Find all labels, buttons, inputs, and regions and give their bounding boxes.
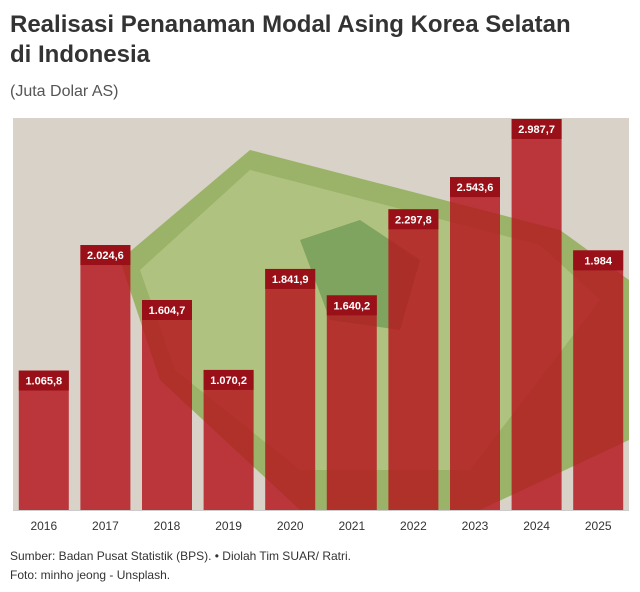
value-label-bg — [142, 299, 192, 320]
value-label: 1.640,2 — [333, 300, 370, 312]
chart-title: Realisasi Penanaman Modal Asing Korea Se… — [10, 11, 571, 68]
x-tick-label: 2021 — [338, 519, 365, 533]
value-label-bg — [203, 369, 254, 390]
value-label-bg — [18, 370, 69, 391]
value-label: 1.604,7 — [149, 305, 186, 317]
value-label: 1.070,2 — [210, 375, 247, 387]
value-label-bg — [450, 177, 500, 198]
x-tick-label: 2017 — [92, 519, 119, 533]
value-label-bg — [80, 245, 131, 266]
value-label-bg — [265, 268, 316, 289]
value-label-bg — [511, 119, 562, 139]
x-tick-label: 2023 — [462, 519, 489, 533]
x-tick-label: 2022 — [400, 519, 427, 533]
value-label: 2.024,6 — [87, 250, 124, 262]
x-tick-label: 2025 — [585, 519, 612, 533]
value-label: 2.297,8 — [395, 214, 432, 226]
source-note: Sumber: Badan Pusat Statistik (BPS). • D… — [10, 549, 351, 563]
value-label: 1.065,8 — [25, 376, 62, 388]
x-tick-label: 2024 — [523, 519, 550, 533]
photo-credit: Foto: minho jeong - Unsplash. — [10, 568, 170, 582]
x-tick-label: 2018 — [154, 519, 181, 533]
bar — [142, 299, 192, 510]
bar — [450, 177, 500, 510]
bar — [573, 250, 624, 510]
x-tick-label: 2016 — [30, 519, 57, 533]
value-label: 1.841,9 — [272, 274, 309, 286]
value-label: 2.987,7 — [518, 124, 555, 136]
x-tick-label: 2019 — [215, 519, 242, 533]
bar — [326, 295, 377, 510]
value-label: 1.984 — [584, 255, 612, 267]
bar — [265, 268, 316, 510]
value-label: 2.543,6 — [457, 182, 494, 194]
bar — [80, 245, 131, 510]
bar — [18, 370, 69, 510]
bar — [203, 369, 254, 510]
x-tick-label: 2020 — [277, 519, 304, 533]
value-label-bg — [573, 250, 624, 271]
value-label-bg — [388, 209, 439, 230]
bar — [511, 119, 562, 510]
chart-subtitle: (Juta Dolar AS) — [10, 83, 118, 100]
bar — [388, 209, 439, 510]
value-label-bg — [326, 295, 377, 316]
